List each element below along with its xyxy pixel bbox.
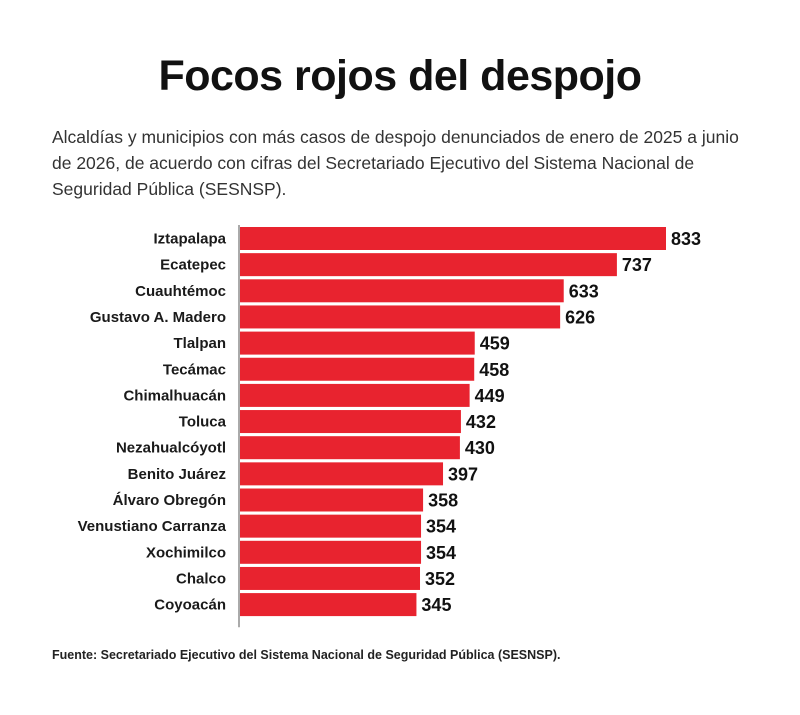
value-label: 833	[671, 229, 701, 249]
value-label: 354	[426, 517, 456, 537]
category-label: Tlalpan	[173, 335, 226, 352]
category-label: Benito Juárez	[128, 466, 226, 483]
category-label: Iztapalapa	[153, 231, 226, 248]
value-label: 352	[425, 569, 455, 589]
bar	[240, 488, 424, 512]
value-label: 430	[465, 438, 495, 458]
bar	[240, 253, 617, 277]
value-label: 737	[622, 255, 652, 275]
value-label: 633	[569, 281, 599, 301]
value-label: 358	[428, 491, 458, 511]
category-label: Xochimilco	[146, 544, 226, 561]
value-label: 354	[426, 543, 456, 563]
category-label: Cuauhtémoc	[135, 283, 226, 300]
category-label: Chimalhuacán	[123, 387, 226, 404]
chart-subtitle: Alcaldías y municipios con más casos de …	[52, 127, 739, 199]
category-label: Coyoacán	[154, 597, 226, 614]
value-label: 432	[466, 412, 496, 432]
bar	[240, 331, 475, 355]
category-label: Venustiano Carranza	[78, 518, 227, 535]
bar	[240, 593, 417, 617]
bar	[240, 566, 421, 590]
value-label: 458	[479, 360, 509, 380]
source-note: Fuente: Secretariado Ejecutivo del Siste…	[52, 648, 561, 662]
bar	[240, 436, 460, 460]
category-label: Álvaro Obregón	[113, 492, 226, 509]
category-label: Toluca	[179, 414, 227, 431]
chart-title: Focos rojos del despojo	[158, 52, 642, 100]
value-label: 345	[421, 595, 451, 615]
bar	[240, 540, 422, 564]
bar	[240, 462, 444, 486]
bar	[240, 383, 470, 407]
category-label: Nezahualcóyotl	[116, 440, 226, 457]
bar	[240, 357, 475, 381]
bar	[240, 514, 422, 538]
category-label: Ecatepec	[160, 257, 226, 274]
value-label: 459	[480, 334, 510, 354]
bar	[240, 227, 666, 250]
category-label: Tecámac	[163, 361, 226, 378]
bar	[240, 305, 561, 329]
value-label: 449	[475, 386, 505, 406]
bar	[240, 410, 461, 434]
category-label: Gustavo A. Madero	[90, 309, 226, 326]
value-label: 397	[448, 464, 478, 484]
category-label: Chalco	[176, 570, 226, 587]
value-label: 626	[565, 307, 595, 327]
bar	[240, 279, 564, 303]
